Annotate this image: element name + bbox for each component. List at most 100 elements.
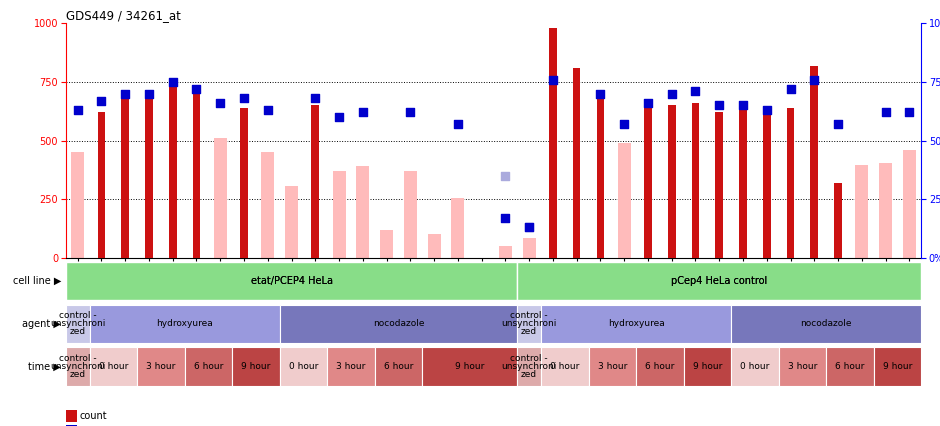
Point (807, 76, 822, 83)
Bar (644, 108, 651, 258)
Bar (834, 183, 842, 258)
Bar (517, 262, 921, 300)
Point (212, 100, 227, 106)
Bar (66, 262, 517, 300)
Bar (327, 347, 375, 386)
Bar (280, 305, 517, 343)
Point (593, 90, 608, 97)
Bar (375, 347, 422, 386)
Point (901, 109, 916, 116)
Bar (213, 138, 227, 258)
Bar (380, 230, 393, 258)
Bar (422, 347, 517, 386)
Text: nocodazole: nocodazole (372, 319, 424, 328)
Text: pCep4 HeLa control: pCep4 HeLa control (671, 276, 767, 286)
Point (665, 90, 680, 97)
Bar (879, 163, 892, 258)
Text: hydroxyurea: hydroxyurea (607, 319, 665, 328)
Bar (311, 105, 319, 258)
Bar (137, 347, 184, 386)
Text: agent ▶: agent ▶ (23, 319, 61, 329)
Bar (597, 96, 604, 258)
Bar (810, 66, 818, 258)
Bar (618, 143, 631, 258)
Bar (683, 347, 731, 386)
Point (831, 121, 846, 127)
Point (760, 106, 775, 113)
Point (617, 121, 632, 127)
Text: 0 hour: 0 hour (550, 362, 579, 371)
Text: etat/PCEP4 HeLa: etat/PCEP4 HeLa (251, 276, 333, 286)
Point (403, 109, 418, 116)
Bar (541, 347, 588, 386)
Point (545, 76, 560, 83)
Bar (787, 108, 794, 258)
Point (118, 90, 133, 97)
Bar (715, 112, 723, 258)
Text: 9 hour: 9 hour (693, 362, 722, 371)
Text: 9 hour: 9 hour (455, 362, 484, 371)
Point (260, 106, 275, 113)
Bar (285, 186, 298, 258)
Point (355, 109, 370, 116)
Bar (71, 153, 85, 258)
Point (189, 86, 204, 92)
Bar (428, 234, 441, 258)
Bar (66, 262, 517, 300)
Bar (517, 347, 541, 386)
Point (522, 224, 537, 231)
Text: 3 hour: 3 hour (337, 362, 366, 371)
Bar (588, 347, 636, 386)
Point (498, 172, 513, 179)
Bar (121, 96, 129, 258)
Point (688, 88, 703, 95)
Text: 3 hour: 3 hour (598, 362, 627, 371)
Bar (731, 347, 778, 386)
Text: GDS449 / 34261_at: GDS449 / 34261_at (66, 9, 180, 22)
Bar (763, 110, 771, 258)
Point (878, 109, 893, 116)
Bar (451, 198, 464, 258)
Bar (333, 171, 346, 258)
Point (94, 98, 109, 104)
Text: control -
unsynchroni
zed: control - unsynchroni zed (501, 354, 556, 379)
Bar (636, 347, 683, 386)
Bar (193, 92, 200, 258)
Bar (523, 238, 536, 258)
Bar (873, 347, 921, 386)
Point (498, 215, 513, 222)
Bar (517, 305, 541, 343)
Text: 0 hour: 0 hour (740, 362, 770, 371)
Bar (731, 305, 921, 343)
Text: 6 hour: 6 hour (645, 362, 675, 371)
Text: cell line ▶: cell line ▶ (13, 276, 61, 286)
Point (450, 121, 465, 127)
Bar (855, 165, 869, 258)
Point (735, 102, 750, 109)
Bar (517, 262, 921, 300)
Point (640, 100, 655, 106)
Text: 6 hour: 6 hour (194, 362, 223, 371)
Text: 9 hour: 9 hour (883, 362, 912, 371)
Bar (778, 347, 826, 386)
Text: 0 hour: 0 hour (99, 362, 128, 371)
Bar (66, 305, 89, 343)
Point (783, 86, 798, 92)
Bar (184, 347, 232, 386)
Bar (826, 347, 873, 386)
Bar (169, 84, 177, 258)
Bar (668, 105, 676, 258)
Bar (404, 171, 416, 258)
Text: control -
unsynchroni
zed: control - unsynchroni zed (501, 311, 556, 336)
Bar (241, 108, 248, 258)
Bar (261, 153, 274, 258)
Text: 3 hour: 3 hour (788, 362, 817, 371)
Bar (145, 95, 153, 258)
Text: control -
unsynchroni
zed: control - unsynchroni zed (50, 354, 105, 379)
Bar (280, 347, 327, 386)
Point (237, 95, 252, 102)
Text: 0 hour: 0 hour (289, 362, 318, 371)
Bar (541, 305, 731, 343)
Text: count: count (80, 411, 107, 421)
Text: time ▶: time ▶ (28, 361, 61, 371)
